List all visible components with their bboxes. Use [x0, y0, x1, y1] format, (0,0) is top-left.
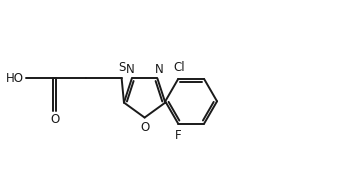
Text: O: O: [50, 113, 59, 126]
Text: O: O: [140, 121, 149, 134]
Text: N: N: [125, 63, 134, 76]
Text: Cl: Cl: [173, 61, 185, 74]
Text: F: F: [175, 129, 181, 142]
Text: N: N: [155, 63, 164, 76]
Text: HO: HO: [5, 72, 24, 85]
Text: S: S: [118, 61, 125, 74]
